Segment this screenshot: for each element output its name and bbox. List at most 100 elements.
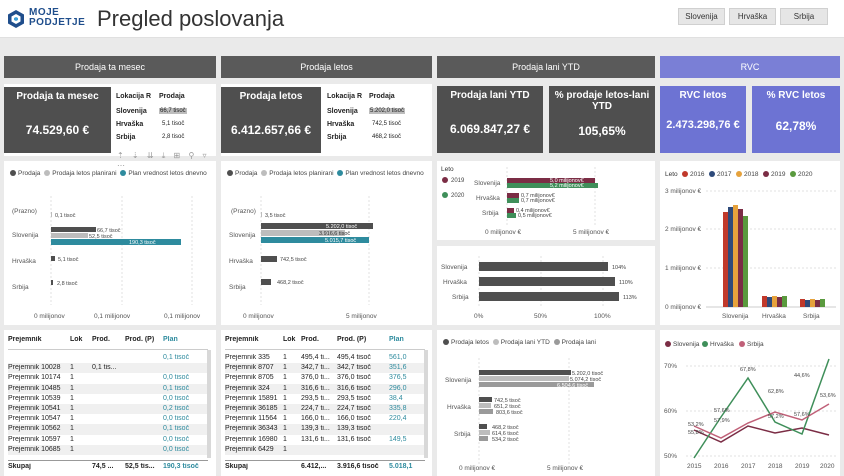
bar[interactable] <box>815 300 820 307</box>
bar[interactable] <box>261 230 345 236</box>
bar[interactable] <box>810 299 815 307</box>
column-header[interactable]: Prejemnik <box>8 336 42 343</box>
col-header-location[interactable]: Lokacija R <box>327 93 363 100</box>
table-row[interactable]: Prejemnik 10028 1 0,1 tis... <box>8 363 208 374</box>
bar[interactable] <box>479 424 487 429</box>
tab-hrvaska[interactable]: Hrvaška <box>729 8 776 25</box>
bar[interactable] <box>479 409 493 414</box>
table-row[interactable]: Prejemnik 8707 1 342,7 ti... 342,7 tisoč 351… <box>225 363 425 374</box>
column-header[interactable]: Lok <box>283 336 296 343</box>
bar[interactable] <box>507 208 514 213</box>
visual-toolbar[interactable]: ⇡ ⇣ ⇊ ⤓ ⊞ ⚲ ▿ ⋯ <box>117 151 210 170</box>
bar[interactable] <box>261 237 369 243</box>
bar[interactable] <box>507 183 598 188</box>
series-line-srbija[interactable] <box>693 403 830 439</box>
tab-slovenija[interactable]: Slovenija <box>678 8 725 25</box>
kpi-card-rvc[interactable]: RVC letos 2.473.298,76 € <box>660 86 746 153</box>
location-sales-table[interactable]: Lokacija R Prodaja Slovenija 5.202,0 tisoč… <box>327 93 430 147</box>
table-row[interactable]: Prejemnik 6429 1 <box>225 444 425 455</box>
bar[interactable] <box>805 300 810 307</box>
bar[interactable] <box>51 239 181 245</box>
table-row[interactable]: Prejemnik 10485 1 0,1 tisoč <box>8 383 208 394</box>
bar[interactable] <box>507 178 595 183</box>
bar[interactable] <box>479 292 619 301</box>
bar[interactable] <box>772 296 777 307</box>
table-row[interactable]: Prejemnik 10541 1 0,2 tisoč <box>8 404 208 415</box>
series-line-hrvaska[interactable] <box>693 358 830 459</box>
location-sales-table[interactable]: Lokacija R Prodaja Slovenija 66,7 tisoč Hr… <box>116 93 212 147</box>
table-row[interactable]: Prejemnik 10597 1 0,0 tisoč <box>8 435 208 445</box>
column-header[interactable]: Prod. (P) <box>337 336 367 343</box>
bar[interactable] <box>479 382 594 387</box>
column-header[interactable]: Prejemnik <box>225 336 259 343</box>
table-row[interactable]: Prejemnik 10562 1 0,1 tisoč <box>8 424 208 435</box>
tab-srbija[interactable]: Srbija <box>780 8 828 25</box>
table-row[interactable]: Prejemnik 15891 1 293,5 ti... 293,5 tisoč 38… <box>225 394 425 404</box>
bar[interactable] <box>507 198 519 203</box>
table-row[interactable]: Prejemnik 335 1 495,4 ti... 495,4 tisoč 561,… <box>225 353 425 363</box>
bar[interactable] <box>479 430 490 435</box>
col-header-sales[interactable]: Prodaja <box>159 93 185 100</box>
kpi-card-pct[interactable]: % prodaje letos-lani YTD 105,65% <box>549 86 655 153</box>
bar[interactable] <box>762 296 767 307</box>
column-header[interactable]: Prod. <box>92 336 110 343</box>
bar[interactable] <box>800 299 805 307</box>
bar[interactable] <box>51 256 55 261</box>
chart-sales-year-by-location[interactable]: Prodaja Prodaja letos planirani Plan vre… <box>221 161 432 325</box>
bar[interactable] <box>728 207 733 307</box>
bar[interactable] <box>479 370 571 375</box>
bar[interactable] <box>261 256 277 262</box>
table-row[interactable]: Prejemnik 324 1 316,6 ti... 316,6 tisoč 296,… <box>225 383 425 394</box>
bar[interactable] <box>51 227 96 232</box>
column-header[interactable]: Plan <box>163 336 178 343</box>
col-header-sales[interactable]: Prodaja <box>369 93 395 100</box>
table-row[interactable]: Prejemnik 10547 1 0,0 tisoč <box>8 414 208 424</box>
bar[interactable] <box>723 212 728 307</box>
bar[interactable] <box>479 277 615 286</box>
bar[interactable] <box>51 233 88 238</box>
bar[interactable] <box>261 212 262 217</box>
bar[interactable] <box>479 436 488 441</box>
table-row[interactable]: Prejemnik 11564 1 166,0 ti... 166,0 tisoč 22… <box>225 414 425 424</box>
bar[interactable] <box>479 376 569 381</box>
bar[interactable] <box>261 223 373 229</box>
recipient-table-year[interactable]: Prejemnik Lok Prod. Prod. (P) Plan Prejemnik … <box>221 330 432 476</box>
column-header[interactable]: Plan <box>389 336 404 343</box>
chart-sales-month-by-location[interactable]: ⇡ ⇣ ⇊ ⤓ ⊞ ⚲ ▿ ⋯ Prodaja Prodaja letos pl… <box>4 151 216 325</box>
bar[interactable] <box>820 299 825 307</box>
bar[interactable] <box>261 279 271 285</box>
table-row[interactable]: 0,1 tisoč <box>8 353 208 363</box>
chart-rvc-pct-trend[interactable]: Slovenija Hrvaška Srbija 70% 60% 50% 67,… <box>660 330 840 476</box>
table-row[interactable]: Prejemnik 36343 1 139,3 ti... 139,3 tisoč <box>225 424 425 435</box>
bar[interactable] <box>738 209 743 307</box>
bar[interactable] <box>777 297 782 307</box>
table-row[interactable]: Prejemnik 10174 1 0,0 tisoč <box>8 373 208 383</box>
kpi-card-year[interactable]: Prodaja letos 6.412.657,66 € <box>221 87 321 153</box>
bar[interactable] <box>51 212 52 217</box>
column-header[interactable]: Prod. (P) <box>125 336 155 343</box>
bar[interactable] <box>479 262 608 271</box>
chart-sales-compare[interactable]: Prodaja letos Prodaja lani YTD Prodaja l… <box>437 330 655 476</box>
series-line-slovenija[interactable] <box>693 425 830 443</box>
bar[interactable] <box>507 213 516 218</box>
vertical-scrollbar[interactable] <box>207 350 211 458</box>
bar[interactable] <box>507 193 519 198</box>
table-row[interactable]: Prejemnik 16980 1 131,6 ti... 131,6 tisoč 14… <box>225 435 425 445</box>
table-row[interactable]: Prejemnik 36185 1 224,7 ti... 224,7 tisoč 33… <box>225 404 425 415</box>
chart-sales-by-year-location[interactable]: Leto 2019 2020 Slovenija Hrvaška Srbija … <box>437 161 655 240</box>
column-header[interactable]: Prod. <box>301 336 319 343</box>
table-row[interactable]: Prejemnik 10539 1 0,0 tisoč <box>8 394 208 404</box>
bar[interactable] <box>767 297 772 307</box>
chart-rvc-by-year[interactable]: Leto 2016 2017 2018 2019 2020 3 milijono… <box>660 161 840 325</box>
vertical-scrollbar[interactable] <box>424 350 428 458</box>
table-row[interactable]: Prejemnik 8705 1 376,0 ti... 376,0 tisoč 376… <box>225 373 425 383</box>
kpi-card-month[interactable]: Prodaja ta mesec 74.529,60 € <box>4 87 111 153</box>
bar[interactable] <box>743 216 748 307</box>
column-header[interactable]: Lok <box>70 336 83 343</box>
recipient-table-month[interactable]: Prejemnik Lok Prod. Prod. (P) Plan 0,1 tisoč P… <box>4 330 216 476</box>
bar[interactable] <box>479 403 491 408</box>
kpi-card-rvc-pct[interactable]: % RVC letos 62,78% <box>752 86 840 153</box>
col-header-location[interactable]: Lokacija R <box>116 93 152 100</box>
bar[interactable] <box>51 280 53 285</box>
bar[interactable] <box>782 296 787 307</box>
